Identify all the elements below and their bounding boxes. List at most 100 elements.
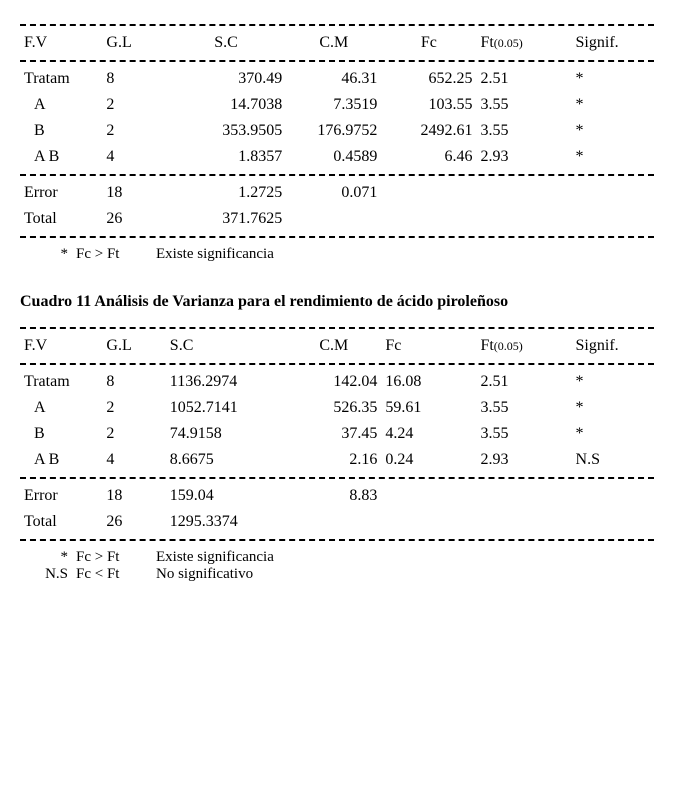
cell-cm: 46.31	[286, 66, 381, 92]
cell-sc: 371.7625	[166, 206, 286, 232]
cell-sc: 74.9158	[166, 421, 286, 447]
cell-cm: 37.45	[286, 421, 381, 447]
cell-ft: 3.55	[476, 421, 571, 447]
col-sig: Signif.	[572, 30, 654, 56]
rule	[20, 174, 654, 176]
cell-cm: 176.9752	[286, 118, 381, 144]
legend-row: * Fc > Ft Existe significancia	[20, 246, 654, 263]
cell-sig: *	[572, 66, 654, 92]
cell-fv: A	[20, 92, 102, 118]
table1-footer-row: Total 26 371.7625	[20, 206, 654, 232]
cell-fc: 6.46	[381, 144, 476, 170]
ft-main: Ft	[480, 337, 493, 354]
anova-table-1: F.V G.L S.C C.M Fc Ft(0.05) Signif. Trat…	[20, 30, 654, 232]
cell-cm: 7.3519	[286, 92, 381, 118]
cell-fc: 4.24	[381, 421, 476, 447]
col-cm: C.M	[286, 30, 381, 56]
col-cm: C.M	[286, 333, 381, 359]
rule	[20, 60, 654, 62]
cell-ft: 2.51	[476, 66, 571, 92]
cell-sig: *	[572, 118, 654, 144]
cell-cm: 2.16	[286, 447, 381, 473]
col-fv: F.V	[20, 333, 102, 359]
legend-text: No significativo	[156, 566, 253, 583]
col-gl: G.L	[102, 30, 165, 56]
legend-condition: Fc > Ft	[76, 246, 156, 263]
table2-row: B 2 74.9158 37.45 4.24 3.55 *	[20, 421, 654, 447]
table1-row: B 2 353.9505 176.9752 2492.61 3.55 *	[20, 118, 654, 144]
cell-fc: 652.25	[381, 66, 476, 92]
cell-sig: *	[572, 144, 654, 170]
table2-header-row: F.V G.L S.C C.M Fc Ft(0.05) Signif.	[20, 333, 654, 359]
col-gl: G.L	[102, 333, 165, 359]
table2-bottom-rule	[20, 539, 654, 541]
cell-fv: Error	[20, 180, 102, 206]
table2-row: A 2 1052.7141 526.35 59.61 3.55 *	[20, 395, 654, 421]
legend-condition: Fc > Ft	[76, 549, 156, 566]
cell-fv: Tratam	[20, 369, 102, 395]
cell-fv: Error	[20, 483, 102, 509]
legend-symbol: N.S	[20, 566, 76, 583]
cell-gl: 4	[102, 447, 165, 473]
cell-ft: 2.93	[476, 144, 571, 170]
cell-ft: 3.55	[476, 395, 571, 421]
cell-cm: 0.4589	[286, 144, 381, 170]
table2-legend: * Fc > Ft Existe significancia N.S Fc < …	[20, 549, 654, 583]
table2-row: A B 4 8.6675 2.16 0.24 2.93 N.S	[20, 447, 654, 473]
cell-cm	[286, 509, 381, 535]
cell-sc: 1.2725	[166, 180, 286, 206]
cell-cm: 142.04	[286, 369, 381, 395]
cell-cm: 0.071	[286, 180, 381, 206]
cell-sc: 1295.3374	[166, 509, 286, 535]
cell-fc: 59.61	[381, 395, 476, 421]
table1-bottom-rule	[20, 236, 654, 238]
cell-fc: 2492.61	[381, 118, 476, 144]
cell-gl: 2	[102, 118, 165, 144]
col-ft: Ft(0.05)	[476, 333, 571, 359]
table2-caption: Cuadro 11 Análisis de Varianza para el r…	[20, 293, 654, 311]
cell-fv: B	[20, 118, 102, 144]
cell-sc: 1052.7141	[166, 395, 286, 421]
cell-fv: A B	[20, 447, 102, 473]
cell-sig: *	[572, 421, 654, 447]
col-sc: S.C	[166, 333, 286, 359]
legend-text: Existe significancia	[156, 549, 274, 566]
table1-row: A B 4 1.8357 0.4589 6.46 2.93 *	[20, 144, 654, 170]
cell-fv: Total	[20, 206, 102, 232]
cell-gl: 2	[102, 421, 165, 447]
cell-fv: A	[20, 395, 102, 421]
legend-row: N.S Fc < Ft No significativo	[20, 566, 654, 583]
cell-sc: 353.9505	[166, 118, 286, 144]
legend-condition: Fc < Ft	[76, 566, 156, 583]
cell-fc: 103.55	[381, 92, 476, 118]
table1-row: Tratam 8 370.49 46.31 652.25 2.51 *	[20, 66, 654, 92]
legend-symbol: *	[20, 549, 76, 566]
col-fc: Fc	[381, 30, 476, 56]
col-fc: Fc	[381, 333, 476, 359]
cell-sc: 159.04	[166, 483, 286, 509]
table2-top-rule	[20, 327, 654, 329]
legend-text: Existe significancia	[156, 246, 274, 263]
cell-fv: A B	[20, 144, 102, 170]
cell-ft: 2.93	[476, 447, 571, 473]
cell-sig: N.S	[572, 447, 654, 473]
cell-gl: 18	[102, 483, 165, 509]
cell-sc: 370.49	[166, 66, 286, 92]
cell-sig: *	[572, 395, 654, 421]
cell-sc: 1136.2974	[166, 369, 286, 395]
cell-fv: Total	[20, 509, 102, 535]
table2-footer-row: Error 18 159.04 8.83	[20, 483, 654, 509]
table1-legend: * Fc > Ft Existe significancia	[20, 246, 654, 263]
cell-fv: Tratam	[20, 66, 102, 92]
cell-sc: 14.7038	[166, 92, 286, 118]
col-fv: F.V	[20, 30, 102, 56]
cell-gl: 18	[102, 180, 165, 206]
ft-sub: (0.05)	[494, 36, 523, 50]
table2-footer-row: Total 26 1295.3374	[20, 509, 654, 535]
cell-gl: 2	[102, 92, 165, 118]
cell-gl: 26	[102, 509, 165, 535]
legend-symbol: *	[20, 246, 76, 263]
cell-cm: 526.35	[286, 395, 381, 421]
cell-gl: 2	[102, 395, 165, 421]
legend-row: * Fc > Ft Existe significancia	[20, 549, 654, 566]
